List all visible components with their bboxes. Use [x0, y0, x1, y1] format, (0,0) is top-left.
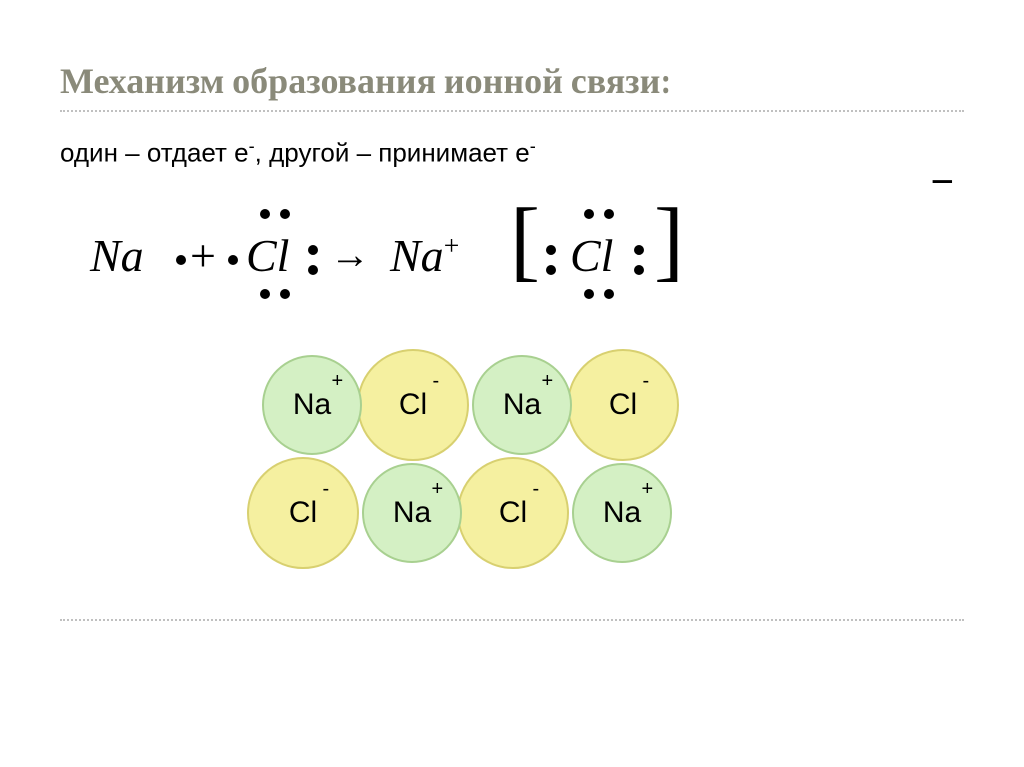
cl1-dot-r2 [308, 265, 318, 275]
cl2-dot-b2 [604, 289, 614, 299]
ion-na: Na+ [362, 463, 462, 563]
ion-label: Cl- [609, 388, 637, 422]
divider-line [60, 110, 964, 112]
ion-label: Na+ [503, 388, 541, 422]
ion-charge: - [643, 370, 650, 393]
cl2-dot-r1 [634, 245, 644, 255]
ion-charge: - [533, 478, 540, 501]
bracket-left: [ [510, 205, 540, 277]
ion-charge: + [331, 370, 343, 393]
cl2-dot-t2 [604, 209, 614, 219]
ion-label: Na+ [603, 496, 641, 530]
cl2-dot-t1 [584, 209, 594, 219]
cl1-dot-r1 [308, 245, 318, 255]
subtitle-sup2: - [530, 136, 536, 156]
ion-label: Cl- [289, 496, 317, 530]
subtitle-mid: , другой – принимает e [255, 138, 530, 168]
divider-line-bottom [60, 619, 964, 621]
ion-cl: Cl- [457, 457, 569, 569]
cl1-dot-t2 [280, 209, 290, 219]
ion-cl: Cl- [357, 349, 469, 461]
bracket-right: ] [654, 205, 684, 277]
na1-dot [176, 255, 186, 265]
ion-na: Na+ [262, 355, 362, 455]
slide-title: Механизм образования ионной связи: [60, 60, 964, 102]
cl2-dot-r2 [634, 265, 644, 275]
ion-cl: Cl- [567, 349, 679, 461]
cl2-dot-l1 [546, 245, 556, 255]
cl1-dot-left [228, 255, 238, 265]
eq-na2: Na+ [390, 229, 459, 282]
ion-label: Na+ [293, 388, 331, 422]
cl2-dot-l2 [546, 265, 556, 275]
eq-plus: + [190, 229, 216, 282]
eq-na2-text: Na [390, 230, 444, 281]
cl1-dot-b2 [280, 289, 290, 299]
ion-label: Cl- [499, 496, 527, 530]
eq-na2-charge: + [444, 229, 460, 260]
ion-na: Na+ [572, 463, 672, 563]
eq-na1: Na [90, 229, 144, 282]
ion-lattice: Cl- Cl- Na+ Na+ Cl- Cl- Na+ Na+ [262, 349, 762, 579]
ion-na: Na+ [472, 355, 572, 455]
eq-cl1: Cl [246, 229, 289, 282]
lewis-equation: Na + Cl → Na+ [ Cl ] [90, 189, 964, 319]
cl1-dot-b1 [260, 289, 270, 299]
cl1-dot-t1 [260, 209, 270, 219]
ion-charge: + [541, 370, 553, 393]
subtitle-pre: один – отдает e [60, 138, 249, 168]
ion-charge: - [433, 370, 440, 393]
ion-label: Cl- [399, 388, 427, 422]
ion-cl: Cl- [247, 457, 359, 569]
cl2-dot-b1 [584, 289, 594, 299]
subtitle: один – отдает e-, другой – принимает e- [60, 136, 964, 169]
eq-cl2: Cl [570, 229, 613, 282]
ion-charge: + [641, 478, 653, 501]
ion-charge: + [431, 478, 443, 501]
ion-label: Na+ [393, 496, 431, 530]
eq-arrow: → [330, 231, 370, 278]
ion-charge: - [323, 478, 330, 501]
